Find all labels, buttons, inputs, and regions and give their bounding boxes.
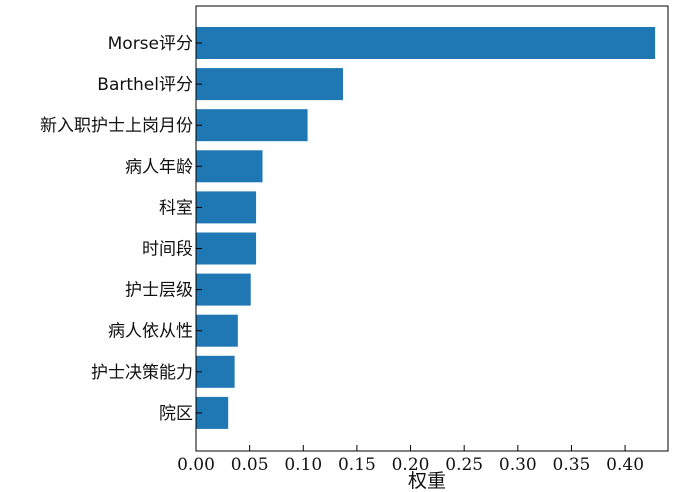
x-tick-label: 0.15	[338, 455, 376, 475]
bar	[196, 109, 308, 142]
y-tick-label: 科室	[159, 198, 193, 218]
bar	[196, 150, 263, 183]
x-ticks-group: 0.00 0.05 0.10 0.15 0.20 0.25 0.30 0.35 0.40	[177, 445, 644, 475]
bar	[196, 27, 656, 59]
y-tick-label: 护士层级	[125, 281, 193, 301]
y-tick-label: Morse评分	[108, 34, 193, 54]
y-tick-label: 病人依从性	[108, 322, 193, 342]
x-tick-label: 0.35	[553, 455, 591, 475]
x-axis-label: 权重	[408, 470, 446, 492]
x-tick-label: 0.40	[606, 455, 644, 475]
bar	[196, 232, 257, 265]
bar	[196, 191, 257, 224]
bar	[196, 273, 251, 306]
y-tick-label: 护士决策能力	[91, 363, 193, 383]
y-ticks-group: Morse评分 Barthel评分新入职护士上岗月份病人年龄科室时间段护士层级病人…	[40, 34, 202, 424]
bar	[196, 68, 343, 101]
x-tick-label: 0.00	[177, 455, 215, 475]
x-tick-label: 0.10	[284, 455, 322, 475]
y-tick-label: 院区	[159, 404, 193, 424]
x-tick-label: 0.25	[445, 455, 483, 475]
y-tick-label: 新入职护士上岗月份	[40, 116, 193, 136]
bar	[196, 355, 235, 388]
plot-frame	[195, 5, 669, 452]
y-tick-label: Barthel评分	[97, 75, 193, 95]
y-tick-label: 病人年龄	[125, 157, 193, 177]
bar	[196, 314, 238, 347]
x-tick-label: 0.05	[231, 455, 269, 475]
y-tick-label: 时间段	[142, 240, 193, 260]
bars-group	[196, 27, 656, 429]
x-tick-label: 0.20	[392, 455, 430, 475]
x-tick-label: 0.30	[499, 455, 537, 475]
